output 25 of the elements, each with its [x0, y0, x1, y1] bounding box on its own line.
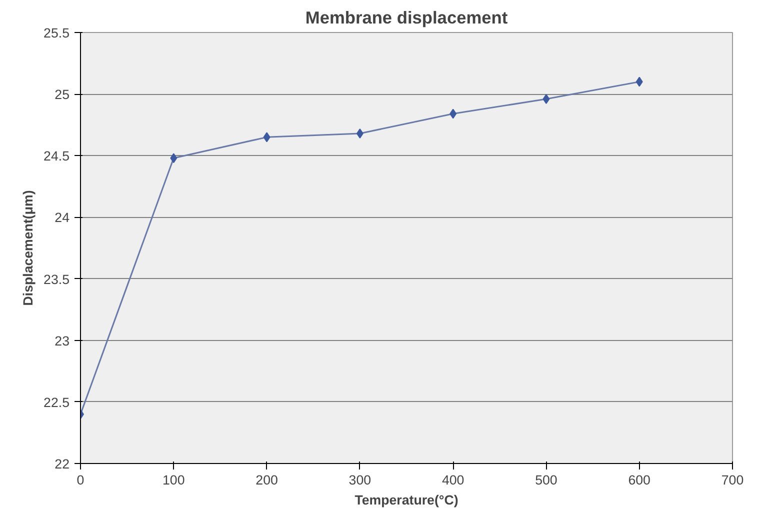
x-axis-title: Temperature(°C) — [354, 492, 458, 508]
y-tick-label: 23 — [54, 333, 70, 348]
y-tick-label: 24.5 — [44, 148, 70, 164]
y-tick-label: 25 — [54, 87, 70, 102]
y-tick-label: 24 — [54, 210, 70, 226]
y-tick-label: 22 — [54, 456, 70, 472]
y-tick-label: 23.5 — [44, 272, 70, 287]
y-tick-label: 22.5 — [44, 394, 70, 410]
x-tick-label: 300 — [348, 472, 372, 488]
x-tick-label: 0 — [76, 472, 84, 488]
x-tick-label: 200 — [256, 472, 278, 488]
chart-title: Membrane displacement — [305, 8, 508, 28]
y-axis-title: Displacement(μm) — [20, 190, 36, 306]
point — [170, 153, 178, 164]
point — [450, 108, 457, 119]
point — [263, 132, 270, 142]
x-tick-label: 500 — [535, 472, 558, 488]
x-tick-label: 100 — [162, 472, 185, 488]
x-tick-label: 700 — [721, 472, 744, 488]
x-tick-label: 400 — [442, 472, 464, 488]
point — [356, 128, 364, 138]
y-tick-label: 25.5 — [44, 26, 70, 40]
point — [636, 76, 643, 87]
x-tick-label: 600 — [628, 472, 650, 488]
point — [542, 94, 550, 104]
